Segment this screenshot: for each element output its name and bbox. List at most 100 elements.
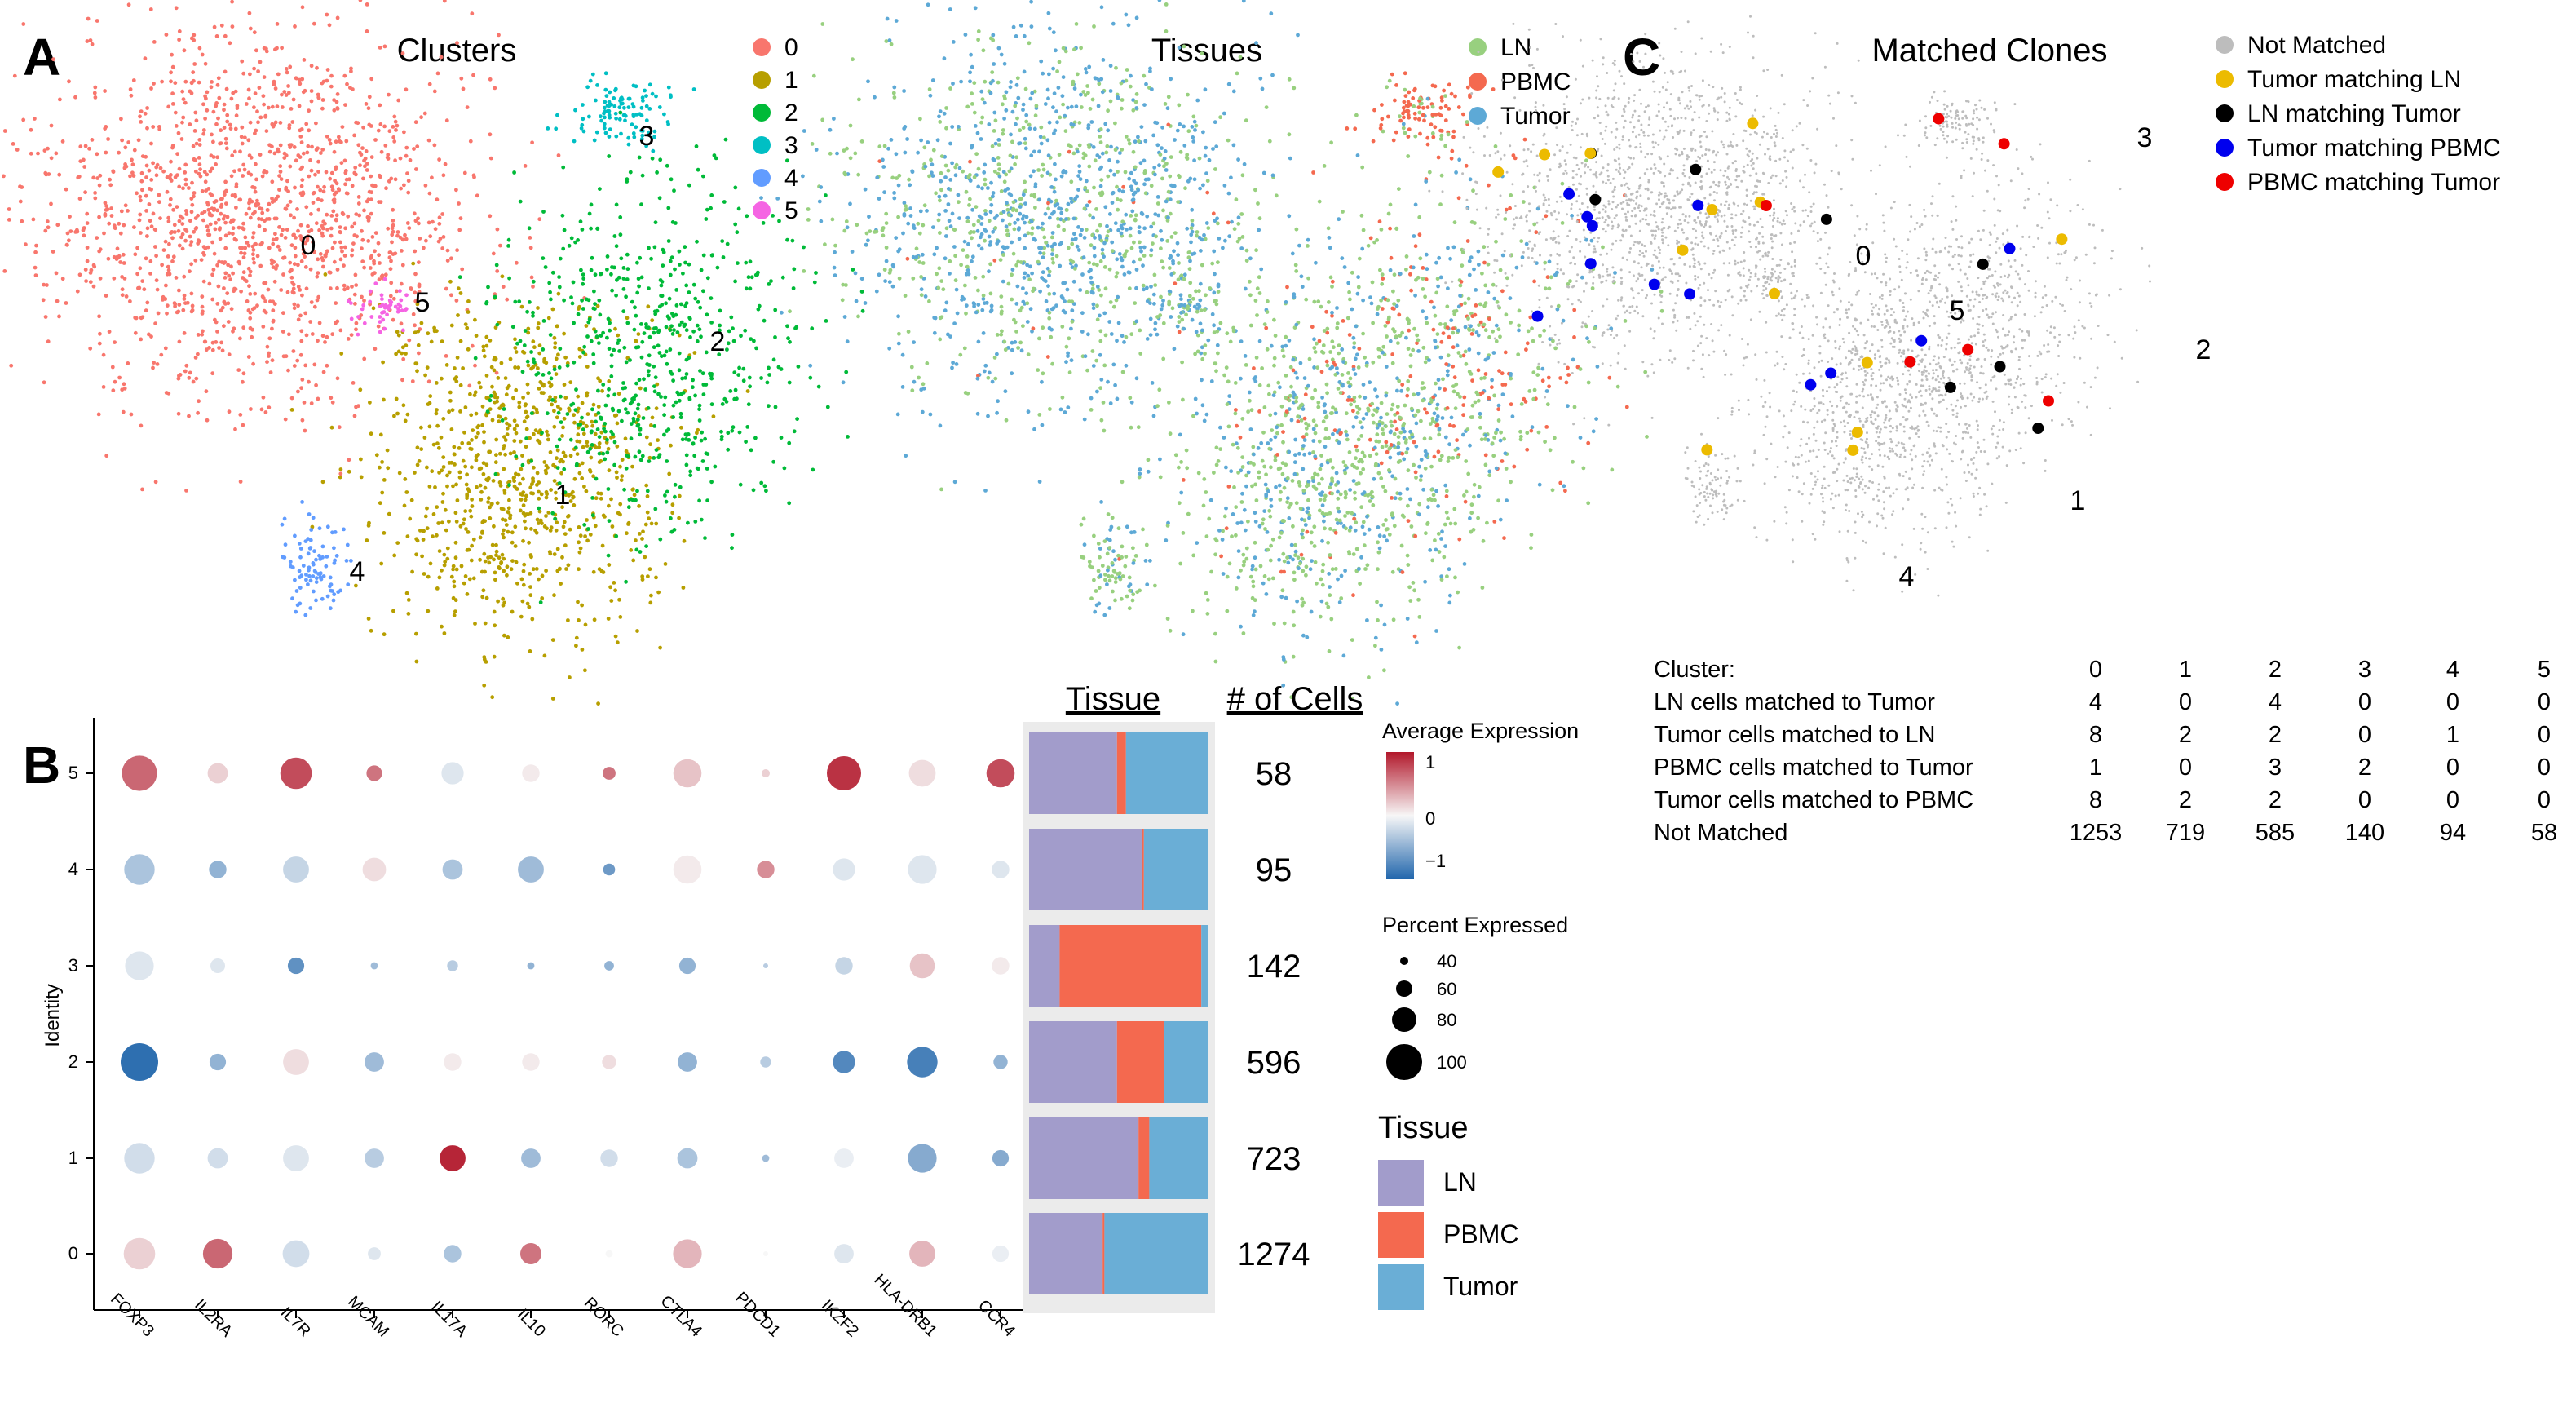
- cluster-point: [596, 388, 600, 393]
- tissue-point: [1088, 213, 1092, 218]
- tissue-point: [1367, 527, 1372, 532]
- tissue-point: [952, 321, 957, 325]
- cluster-point: [254, 128, 258, 133]
- cluster-point: [123, 203, 128, 208]
- cluster-point: [495, 227, 500, 232]
- cluster-point: [413, 272, 418, 277]
- tissue-point: [1166, 189, 1171, 194]
- cluster-point: [351, 87, 355, 91]
- cluster-point: [608, 321, 612, 325]
- tissue-point: [1064, 344, 1069, 349]
- cluster-point: [373, 138, 378, 142]
- tissue-point: [1047, 292, 1052, 296]
- cluster-point: [705, 467, 709, 471]
- tissue-point: [1103, 333, 1108, 338]
- cluster-point: [507, 423, 512, 428]
- cluster-point: [382, 326, 387, 331]
- cluster-point: [693, 393, 697, 398]
- cluster-point: [580, 122, 585, 127]
- cluster-point: [636, 402, 641, 407]
- tissue-point: [1165, 219, 1170, 223]
- cluster-point: [744, 260, 749, 265]
- tissue-point: [1009, 193, 1014, 197]
- tissue-point: [1111, 304, 1116, 309]
- cluster-point: [102, 231, 106, 236]
- cluster-point: [196, 333, 201, 337]
- cluster-point: [366, 239, 371, 243]
- cluster-point: [20, 219, 24, 223]
- tissue-point: [1045, 87, 1050, 92]
- tissue-point: [884, 221, 889, 225]
- tissue-point: [991, 191, 996, 195]
- cluster-point: [93, 85, 98, 90]
- tissue-point: [1099, 77, 1104, 82]
- cluster-point: [691, 87, 696, 91]
- cluster-point: [619, 478, 624, 482]
- cluster-point: [31, 217, 36, 222]
- tissue-point: [1070, 241, 1075, 246]
- cluster-point: [639, 137, 644, 141]
- tissue-point: [1320, 582, 1325, 587]
- cluster-point: [596, 411, 601, 415]
- cluster-point: [263, 410, 268, 414]
- cluster-point: [635, 489, 639, 493]
- cluster-point: [663, 395, 668, 400]
- cluster-point: [792, 267, 797, 272]
- cluster-point: [631, 416, 636, 421]
- cluster-point: [441, 417, 446, 421]
- tissue-point: [1117, 252, 1122, 256]
- cluster-point: [637, 532, 642, 536]
- cluster-point: [502, 444, 506, 448]
- cluster-point: [769, 279, 773, 283]
- cluster-point: [304, 205, 309, 210]
- tissue-point: [1098, 386, 1102, 391]
- tissue-point: [1160, 125, 1164, 130]
- tissue-point: [863, 187, 868, 192]
- cluster-point: [416, 343, 421, 347]
- tissue-point: [988, 81, 993, 86]
- cluster-point: [344, 139, 349, 144]
- cluster-point: [193, 110, 198, 115]
- cluster-point: [526, 363, 531, 368]
- cluster-point: [210, 297, 215, 302]
- tissue-point: [1142, 103, 1147, 107]
- cluster-point: [507, 498, 511, 502]
- cluster-point: [589, 202, 594, 207]
- cluster-point: [317, 228, 321, 232]
- cluster-point: [614, 293, 618, 298]
- tissue-point: [1176, 277, 1181, 282]
- cluster-point: [666, 206, 671, 210]
- tissue-point: [1095, 303, 1099, 308]
- cluster-point: [251, 361, 255, 366]
- tissue-point: [1080, 228, 1084, 232]
- cluster-point: [197, 143, 202, 147]
- cluster-point: [68, 215, 72, 219]
- cluster-point: [387, 511, 391, 516]
- cluster-point: [252, 66, 256, 71]
- cluster-point: [261, 94, 266, 99]
- cluster-point: [308, 546, 313, 550]
- cluster-point: [287, 126, 292, 131]
- cluster-point: [248, 292, 253, 296]
- cluster-point: [262, 308, 267, 313]
- cluster-point: [745, 214, 749, 219]
- cluster-point: [490, 418, 495, 423]
- cluster-point: [607, 347, 612, 351]
- cluster-point: [488, 339, 493, 343]
- tissue-point: [873, 95, 877, 100]
- tissue-point: [891, 91, 896, 95]
- cluster-point: [681, 391, 686, 395]
- tissue-point: [1114, 65, 1118, 70]
- cluster-point: [634, 113, 639, 117]
- tissue-point: [1103, 286, 1108, 291]
- cluster-point: [728, 389, 733, 393]
- cluster-point: [273, 86, 278, 91]
- cluster-point: [294, 589, 299, 593]
- cluster-point: [255, 109, 259, 114]
- cluster-point: [132, 225, 136, 229]
- cluster-point: [719, 437, 724, 442]
- cluster-point: [368, 289, 373, 294]
- cluster-point: [684, 437, 688, 441]
- cluster-label-0: 0: [301, 230, 316, 261]
- cluster-point: [403, 418, 408, 423]
